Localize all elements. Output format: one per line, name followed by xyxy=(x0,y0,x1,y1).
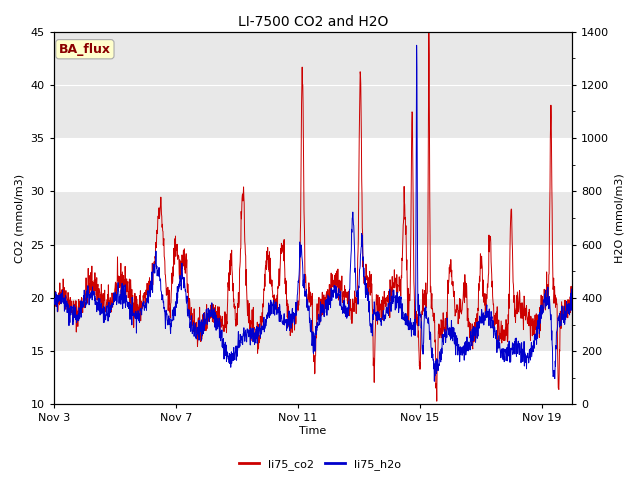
Bar xyxy=(54,32,572,138)
Bar xyxy=(54,298,572,351)
Y-axis label: H2O (mmol/m3): H2O (mmol/m3) xyxy=(615,173,625,263)
Legend: li75_co2, li75_h2o: li75_co2, li75_h2o xyxy=(235,455,405,474)
Title: LI-7500 CO2 and H2O: LI-7500 CO2 and H2O xyxy=(238,15,388,29)
Y-axis label: CO2 (mmol/m3): CO2 (mmol/m3) xyxy=(15,173,25,263)
Text: BA_flux: BA_flux xyxy=(59,43,111,56)
Bar xyxy=(54,192,572,245)
X-axis label: Time: Time xyxy=(300,426,326,436)
